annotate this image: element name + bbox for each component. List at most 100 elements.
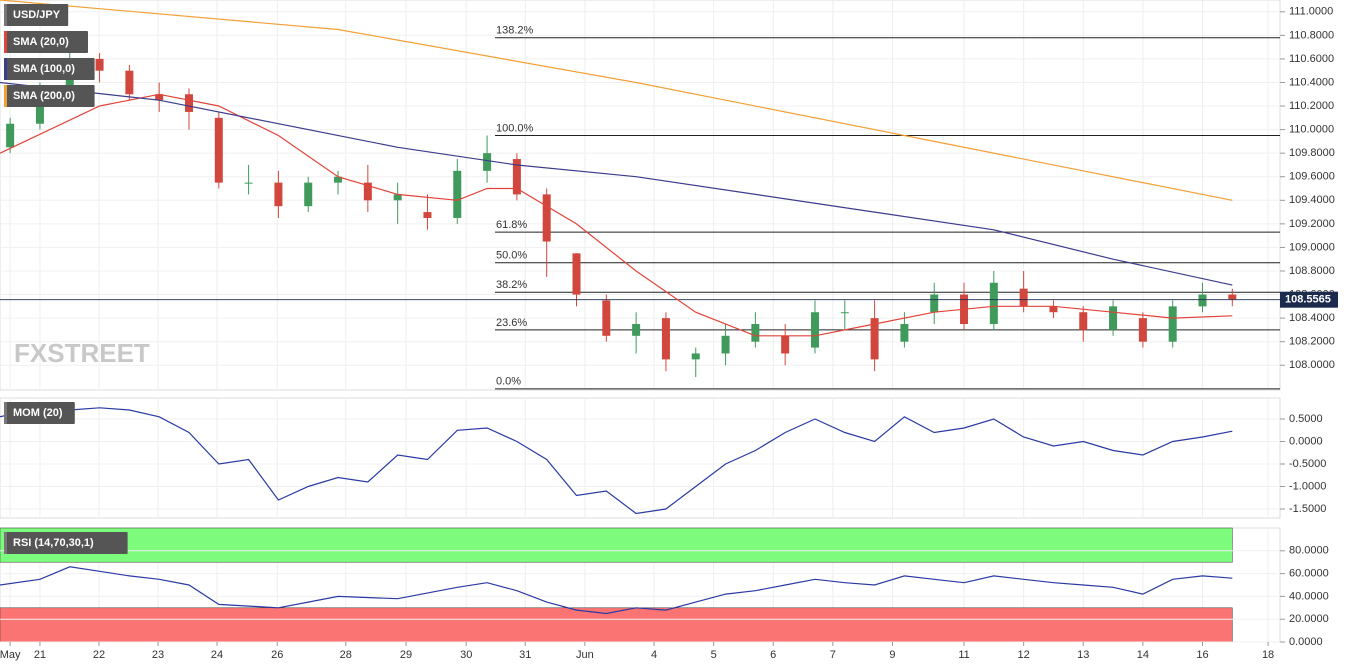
candle-body	[125, 70, 134, 95]
candle-body	[453, 170, 462, 218]
y-tick-label: 110.8000	[1289, 29, 1334, 41]
fib-label: 0.0%	[496, 376, 521, 388]
candle-body	[214, 117, 223, 183]
candle-body	[542, 194, 551, 242]
x-tick-label: 7	[830, 649, 836, 661]
candle-body	[810, 312, 819, 348]
legend-swatch	[4, 85, 7, 107]
y-tick-label: 110.0000	[1289, 124, 1334, 136]
y-tick-label: 80.0000	[1289, 545, 1329, 557]
candle-body	[900, 324, 909, 342]
y-tick-label: 60.0000	[1289, 568, 1329, 580]
candle-body	[1228, 294, 1237, 300]
candle-body	[1049, 306, 1058, 313]
legend-label: RSI (14,70,30,1)	[13, 537, 94, 549]
legend-swatch	[4, 58, 7, 80]
y-tick-label: -0.5000	[1289, 458, 1326, 470]
x-tick-label: 14	[1137, 649, 1149, 661]
candle-body	[155, 94, 164, 101]
candle-body	[781, 335, 790, 354]
line-series	[0, 93, 1233, 337]
overbought-zone	[0, 527, 1233, 563]
candle-body	[393, 194, 402, 201]
candle-body	[751, 324, 760, 342]
legend-box	[4, 85, 95, 107]
legend-label: SMA (20,0)	[13, 36, 69, 48]
x-tick-label: 18	[1262, 649, 1274, 661]
line-series	[0, 0, 1233, 201]
y-tick-label: 0.0000	[1289, 636, 1323, 648]
y-tick-label: 0.0000	[1289, 435, 1323, 447]
candle-body	[244, 182, 253, 184]
legend-box	[4, 402, 75, 424]
legend-tag: MOM (20)	[4, 402, 75, 424]
y-tick-label: 111.0000	[1289, 6, 1333, 18]
legend-label: SMA (200,0)	[13, 90, 75, 102]
candle-body	[95, 58, 104, 71]
oversold-zone	[0, 607, 1233, 643]
x-tick-label: 6	[770, 649, 776, 661]
y-tick-label: -1.0000	[1289, 480, 1326, 492]
x-tick-label: 24	[211, 649, 223, 661]
fib-label: 38.2%	[496, 279, 527, 291]
candle-body	[572, 253, 581, 295]
fib-label: 138.2%	[496, 25, 534, 37]
legend-tag: SMA (20,0)	[4, 31, 88, 53]
x-tick-label: 30	[460, 649, 472, 661]
candle-body	[483, 153, 492, 171]
legend-tag: RSI (14,70,30,1)	[4, 532, 128, 554]
legend-swatch	[4, 532, 7, 554]
y-tick-label: 110.4000	[1289, 76, 1334, 88]
y-tick-label: -1.5000	[1289, 503, 1326, 515]
last-price-label: 108.5565	[1285, 294, 1331, 306]
candle-body	[840, 312, 849, 314]
candle-body	[930, 294, 939, 313]
x-tick-label: 12	[1018, 649, 1030, 661]
x-tick-label: 11	[958, 649, 969, 661]
y-tick-label: 108.2000	[1289, 336, 1335, 348]
y-tick-label: 108.0000	[1289, 359, 1335, 371]
line-series	[0, 404, 1233, 515]
x-tick-label: 22	[93, 649, 105, 661]
candle-body	[304, 182, 313, 207]
x-tick-label: May	[0, 649, 21, 661]
legend-box	[4, 31, 88, 53]
candle-body	[334, 176, 343, 183]
logo: FXSTREET	[14, 338, 150, 368]
mom-panel	[0, 397, 1281, 519]
y-tick-label: 109.2000	[1289, 218, 1335, 230]
fib-label: 50.0%	[496, 250, 527, 262]
legend-tag: USD/JPY	[4, 4, 69, 26]
y-tick-label: 110.6000	[1289, 53, 1334, 65]
candle-body	[1019, 288, 1028, 307]
legend-swatch	[4, 4, 7, 26]
candle-body	[1109, 306, 1118, 330]
y-tick-label: 0.5000	[1289, 413, 1323, 425]
candle-body	[1168, 306, 1177, 342]
last-price-box	[1280, 291, 1338, 308]
x-tick-label: 28	[340, 649, 352, 661]
legend-box	[4, 4, 69, 26]
x-tick-label: 23	[152, 649, 164, 661]
legend-label: SMA (100,0)	[13, 63, 75, 75]
y-tick-label: 109.6000	[1289, 171, 1335, 183]
candle-body	[6, 123, 15, 148]
candle-body	[989, 282, 998, 325]
x-tick-label: Jun	[576, 649, 594, 661]
candle-body	[184, 94, 193, 112]
y-tick-label: 109.4000	[1289, 194, 1335, 206]
candle-body	[721, 335, 730, 354]
line-series	[0, 566, 1233, 615]
candle-body	[1079, 312, 1088, 330]
legend-box	[4, 58, 95, 80]
x-tick-label: 5	[711, 649, 717, 661]
candle-body	[512, 159, 521, 195]
y-tick-label: 109.8000	[1289, 147, 1335, 159]
candle-body	[691, 353, 700, 360]
fib-label: 100.0%	[496, 122, 534, 134]
y-tick-label: 109.0000	[1289, 241, 1335, 253]
candle-body	[602, 300, 611, 336]
x-tick-label: 29	[400, 649, 412, 661]
candle-body	[1198, 294, 1207, 307]
